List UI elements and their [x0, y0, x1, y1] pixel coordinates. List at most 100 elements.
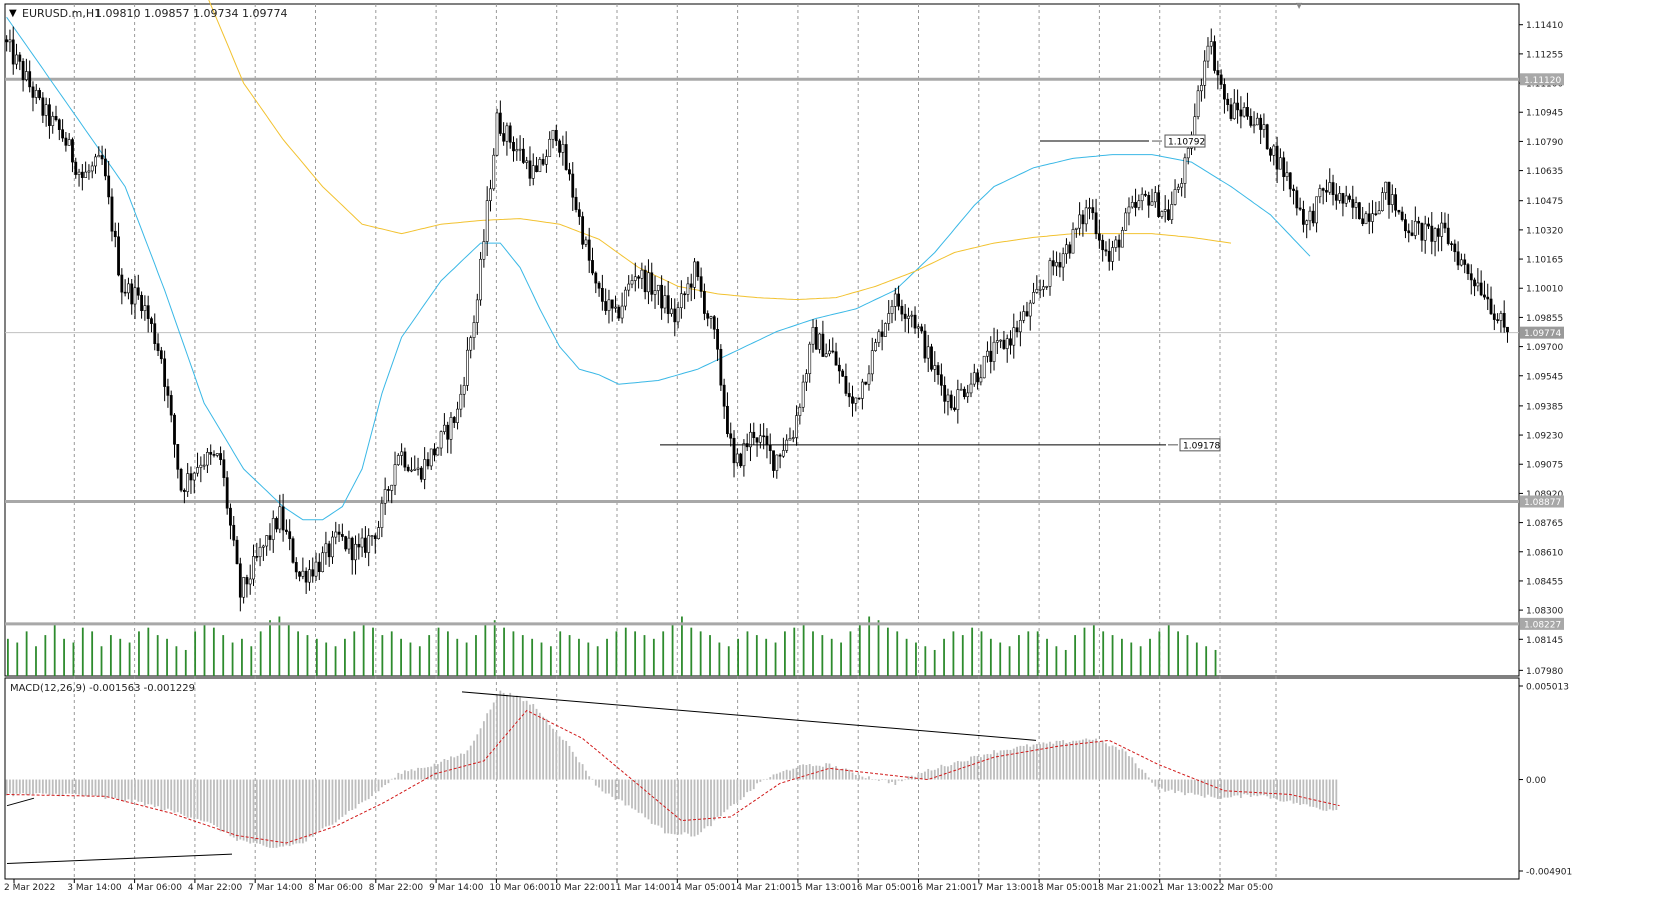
candle-body [538, 159, 542, 173]
candle-body [232, 524, 236, 541]
volume-bar [606, 638, 608, 676]
candle-body [949, 394, 953, 409]
macd-histogram-bar [262, 779, 265, 846]
candle-body [1042, 286, 1045, 290]
candle-body [123, 291, 127, 294]
macd-histogram-bar [206, 779, 209, 822]
candle-body [1282, 157, 1286, 177]
candle-body [1298, 207, 1302, 210]
macd-histogram-bar [440, 761, 442, 780]
candle-body [166, 386, 170, 396]
candle-body [851, 396, 854, 404]
candle-body [416, 467, 420, 470]
macd-histogram-bar [486, 713, 489, 780]
volume-bar [100, 646, 103, 676]
macd-label: MACD(12,26,9) -0.001563 -0.001229 [10, 683, 195, 694]
chart-shift-marker-icon[interactable]: ▼ [1296, 1, 1303, 10]
macd-histogram-bar [983, 754, 986, 780]
macd-histogram-bar [515, 695, 518, 780]
symbol-dropdown-icon[interactable]: ▼ [9, 8, 17, 19]
macd-histogram-bar [476, 734, 479, 780]
macd-histogram-bar [427, 767, 429, 780]
candle-body [225, 477, 229, 509]
macd-histogram-bar [542, 716, 545, 780]
volume-bar [718, 642, 721, 676]
macd-histogram-bar [18, 779, 21, 794]
macd-axis-label: 0.00 [1526, 776, 1546, 786]
time-axis-label: 18 Mar 21:00 [1092, 883, 1152, 893]
macd-histogram-bar [1174, 779, 1176, 794]
candle-body [212, 454, 216, 456]
macd-histogram-bar [535, 708, 538, 780]
macd-histogram-bar [1223, 779, 1226, 798]
macd-histogram-bar [1299, 779, 1302, 805]
candle-body [890, 306, 894, 314]
candle-body [805, 373, 808, 383]
macd-histogram-bar [710, 779, 712, 827]
candle-body [1081, 214, 1085, 225]
candle-body [1242, 107, 1246, 117]
candle-body [1338, 193, 1342, 201]
volume-bar [1167, 623, 1170, 676]
price-axis-label: 1.10165 [1526, 256, 1563, 266]
macd-histogram-bar [1263, 779, 1265, 796]
candle-body [472, 322, 476, 338]
candle-body [1315, 196, 1318, 224]
macd-histogram-bar [986, 753, 989, 780]
candle-body [808, 343, 812, 374]
macd-histogram-bar [190, 779, 192, 818]
candle-body [1328, 182, 1332, 193]
candle-body [11, 39, 15, 65]
candle-body [1173, 189, 1177, 205]
macd-histogram-bar [752, 779, 755, 790]
price-axis-label: 1.10945 [1526, 109, 1563, 119]
candle-body [130, 283, 134, 305]
candle-body [265, 535, 269, 547]
candle-body [77, 171, 81, 175]
candle-body [1199, 85, 1203, 92]
level-price-tag [1520, 73, 1564, 86]
volume-bar [1092, 623, 1095, 676]
candle-body [498, 112, 502, 134]
volume-bar [381, 635, 384, 676]
candle-body [1341, 193, 1345, 204]
macd-histogram-bar [35, 779, 38, 794]
macd-histogram-bar [1292, 779, 1295, 804]
macd-histogram-bar [976, 756, 979, 780]
macd-histogram-bar [1058, 740, 1061, 780]
macd-histogram-bar [1039, 744, 1042, 780]
volume-bar [840, 642, 842, 676]
price-axis-label: 1.11410 [1526, 21, 1563, 31]
candle-body [1295, 190, 1299, 209]
candle-body [679, 293, 683, 308]
candle-body [1476, 282, 1480, 287]
candle-body [1446, 227, 1450, 244]
macd-histogram-bar [598, 779, 600, 788]
candle-body [347, 537, 351, 550]
macd-histogram-bar [690, 779, 693, 837]
volume-bar [961, 635, 964, 676]
candle-body [446, 424, 450, 440]
macd-histogram-bar [443, 758, 446, 780]
candle-body [1269, 148, 1272, 156]
macd-histogram-bar [120, 779, 123, 802]
volume-bar [549, 646, 552, 676]
macd-histogram-bar [1328, 779, 1331, 810]
macd-histogram-bar [15, 779, 18, 794]
volume-bar [212, 627, 215, 676]
macd-histogram-bar [999, 750, 1002, 780]
macd-histogram-bar [489, 709, 492, 780]
candle-body [1223, 84, 1226, 100]
candle-body [670, 308, 673, 314]
macd-histogram-bar [897, 779, 900, 781]
volume-bar [203, 623, 206, 676]
macd-histogram-bar [150, 779, 153, 805]
level-price-label: 1.08227 [1524, 620, 1561, 630]
candle-body [110, 196, 114, 232]
candle-body [1325, 190, 1328, 193]
macd-histogram-bar [1114, 746, 1117, 780]
macd-histogram-bar [1249, 779, 1252, 797]
macd-histogram-bar [1230, 779, 1232, 798]
candle-body [762, 435, 766, 438]
macd-histogram-bar [236, 779, 238, 841]
